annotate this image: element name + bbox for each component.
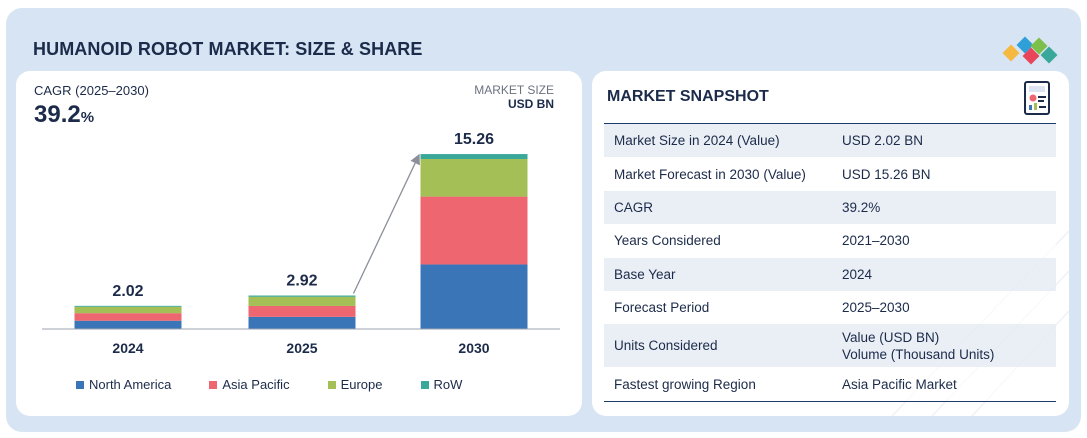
legend-label: North America	[89, 377, 172, 392]
row-value: USD 2.02 BN	[842, 133, 924, 149]
bar-total-label: 2.92	[286, 273, 317, 290]
legend-label: Europe	[340, 377, 383, 392]
chart-legend: North America Asia Pacific Europe RoW	[76, 377, 500, 392]
bar-segment-north-america-2025	[248, 316, 356, 329]
legend-label: RoW	[433, 377, 463, 392]
bar-segment-row-2030	[420, 154, 528, 159]
row-value: 2025–2030	[842, 300, 910, 316]
x-tick-label: 2030	[458, 340, 489, 356]
table-row: Base Year 2024	[604, 257, 1056, 291]
bar-segment-asia-pacific-2030	[420, 196, 528, 265]
bar-segment-north-america-2030	[420, 264, 528, 329]
legend-item-europe: Europe	[327, 377, 383, 392]
table-row: Market Size in 2024 (Value) USD 2.02 BN	[604, 124, 1056, 158]
row-key: CAGR	[614, 199, 654, 215]
page-title: HUMANOID ROBOT MARKET: SIZE & SHARE	[33, 39, 423, 59]
bar-total-label: 2.02	[112, 283, 143, 300]
snapshot-title: MARKET SNAPSHOT	[607, 88, 769, 105]
x-tick-label: 2025	[286, 340, 317, 356]
snapshot-table: Market Size in 2024 (Value) USD 2.02 BN …	[604, 123, 1056, 402]
growth-arrow	[352, 153, 420, 294]
cagr-label: CAGR (2025–2030)	[34, 83, 149, 98]
brand-logo-icon	[1002, 36, 1058, 65]
bar-segment-europe-2025	[248, 296, 356, 306]
bar-segment-row-2025	[248, 295, 356, 297]
stacked-bar-chart: 2.02 2024 2.92 2025 15.26 2030	[42, 131, 560, 356]
x-tick-label: 2024	[112, 340, 143, 356]
cagr-value: 39.2%	[34, 101, 94, 129]
unit-sublabel: USD BN	[507, 97, 554, 111]
row-key: Market Forecast in 2030 (Value)	[614, 166, 806, 182]
legend-swatch	[420, 380, 429, 389]
legend-item-north-america: North America	[76, 377, 171, 392]
row-value: Value (USD BN) Volume (Thousand Units)	[830, 329, 994, 363]
bar-segment-row-2024	[74, 305, 182, 307]
chart-panel: CAGR (2025–2030) 39.2% MARKET SIZE USD B…	[16, 71, 582, 416]
infographic-frame: HUMANOID ROBOT MARKET: SIZE & SHARE CAGR…	[6, 8, 1081, 432]
cagr-unit: %	[80, 109, 95, 126]
unit-label: MARKET SIZE	[474, 83, 554, 97]
legend-swatch	[327, 380, 336, 389]
legend-swatch	[76, 380, 84, 389]
table-row: Years Considered 2021–2030	[604, 224, 1056, 258]
report-icon	[1024, 81, 1050, 115]
row-value: 39.2%	[842, 199, 881, 215]
row-value: 2024	[842, 266, 873, 282]
legend-item-row: RoW	[420, 377, 463, 392]
bar-segment-europe-2024	[74, 306, 182, 314]
bar-segment-asia-pacific-2024	[74, 313, 182, 321]
row-key: Base Year	[614, 266, 676, 282]
table-row: CAGR 39.2%	[604, 190, 1056, 225]
table-row: Forecast Period 2025–2030	[604, 290, 1056, 325]
bar-segment-north-america-2024	[74, 320, 182, 329]
row-key: Fastest growing Region	[614, 376, 756, 392]
legend-label: Asia Pacific	[222, 377, 290, 392]
bar-total-label: 15.26	[454, 131, 494, 148]
row-value: USD 15.26 BN	[842, 166, 931, 182]
bar-segment-asia-pacific-2025	[248, 305, 356, 317]
row-key: Forecast Period	[614, 300, 710, 316]
legend-swatch	[209, 380, 218, 389]
row-key: Years Considered	[614, 233, 721, 249]
row-value-line: Value (USD BN)	[842, 329, 940, 345]
row-value-line: Volume (Thousand Units)	[842, 346, 995, 362]
table-row: Units Considered Value (USD BN) Volume (…	[604, 324, 1056, 368]
legend-item-asia-pacific: Asia Pacific	[209, 377, 290, 392]
cagr-number: 39.2	[34, 101, 81, 128]
row-key: Market Size in 2024 (Value)	[614, 133, 780, 149]
table-row: Market Forecast in 2030 (Value) USD 15.2…	[604, 157, 1056, 191]
table-row: Fastest growing Region Asia Pacific Mark…	[604, 367, 1056, 401]
row-key: Units Considered	[614, 338, 718, 354]
bar-segment-europe-2030	[420, 158, 528, 197]
row-value: 2021–2030	[842, 233, 910, 249]
market-snapshot-panel: MARKET SNAPSHOT Market Size in 2024 (Val…	[592, 71, 1069, 416]
row-value: Asia Pacific Market	[842, 376, 957, 392]
logo-diamond-yellow	[1002, 44, 1020, 62]
